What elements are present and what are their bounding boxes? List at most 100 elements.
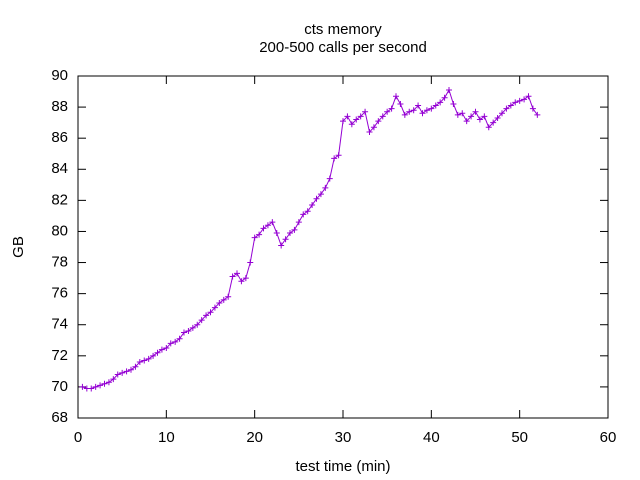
point-marker bbox=[158, 346, 165, 353]
point-marker bbox=[432, 102, 439, 109]
point-marker bbox=[247, 259, 254, 266]
point-marker bbox=[198, 317, 205, 324]
x-tick-label: 30 bbox=[335, 429, 352, 446]
point-marker bbox=[194, 321, 201, 328]
point-marker bbox=[145, 355, 152, 362]
point-marker bbox=[450, 100, 457, 107]
point-marker bbox=[136, 359, 143, 366]
point-marker bbox=[278, 242, 285, 249]
plot-border bbox=[77, 75, 609, 419]
point-marker bbox=[335, 152, 342, 159]
point-marker bbox=[388, 105, 395, 112]
point-marker bbox=[181, 329, 187, 336]
point-marker bbox=[521, 96, 528, 103]
point-marker bbox=[207, 309, 214, 316]
point-marker bbox=[415, 102, 422, 109]
point-marker bbox=[379, 113, 386, 120]
point-marker bbox=[459, 110, 466, 117]
point-marker bbox=[485, 124, 492, 131]
point-marker bbox=[176, 335, 183, 342]
point-marker bbox=[92, 383, 99, 390]
point-marker bbox=[101, 380, 108, 387]
point-marker bbox=[525, 93, 532, 100]
x-tick-label: 50 bbox=[511, 429, 528, 446]
point-marker bbox=[494, 114, 501, 121]
point-marker bbox=[97, 382, 104, 389]
point-marker bbox=[397, 100, 404, 107]
point-marker bbox=[326, 175, 333, 182]
point-marker bbox=[291, 226, 298, 233]
point-marker bbox=[322, 184, 329, 191]
point-marker bbox=[340, 118, 346, 125]
x-tick-label: 20 bbox=[246, 429, 263, 446]
point-marker bbox=[79, 383, 86, 390]
y-tick-label: 68 bbox=[51, 409, 68, 426]
point-marker bbox=[203, 312, 210, 319]
y-tick-label: 84 bbox=[51, 160, 68, 177]
y-tick-label: 72 bbox=[51, 347, 68, 364]
point-marker bbox=[123, 368, 130, 375]
point-marker bbox=[242, 275, 249, 282]
point-marker bbox=[167, 340, 174, 347]
point-marker bbox=[437, 99, 444, 106]
point-marker bbox=[476, 116, 483, 123]
point-marker bbox=[110, 376, 117, 383]
point-marker bbox=[468, 113, 475, 120]
point-marker bbox=[229, 273, 236, 280]
point-marker bbox=[362, 108, 369, 115]
y-axis-label: GB bbox=[10, 236, 27, 258]
point-marker bbox=[238, 278, 245, 285]
point-marker bbox=[516, 97, 523, 104]
point-marker bbox=[419, 110, 426, 117]
point-marker bbox=[132, 363, 139, 370]
point-marker bbox=[410, 107, 417, 114]
point-marker bbox=[357, 113, 364, 120]
point-marker bbox=[344, 113, 351, 120]
point-marker bbox=[216, 299, 223, 306]
point-marker bbox=[529, 105, 536, 112]
point-marker bbox=[370, 124, 377, 131]
point-marker bbox=[220, 296, 227, 303]
data-line bbox=[82, 88, 538, 389]
x-tick-label: 40 bbox=[423, 429, 440, 446]
point-marker bbox=[260, 225, 267, 232]
point-marker bbox=[423, 107, 430, 114]
point-marker bbox=[172, 338, 179, 345]
y-tick-label: 78 bbox=[51, 254, 68, 271]
point-marker bbox=[163, 345, 170, 352]
x-tick-label: 10 bbox=[158, 429, 175, 446]
point-marker bbox=[454, 111, 461, 118]
chart-title: cts memory bbox=[304, 21, 382, 38]
point-marker bbox=[128, 366, 134, 373]
point-marker bbox=[154, 349, 161, 356]
point-marker bbox=[189, 324, 196, 331]
point-marker bbox=[304, 208, 311, 215]
point-marker bbox=[446, 86, 452, 93]
point-marker bbox=[282, 236, 289, 243]
point-marker bbox=[499, 110, 505, 117]
point-marker bbox=[441, 94, 448, 101]
y-tick-label: 70 bbox=[51, 378, 68, 395]
y-tick-label: 90 bbox=[51, 67, 68, 84]
point-marker bbox=[256, 231, 263, 238]
point-marker bbox=[534, 111, 541, 118]
chart-subtitle: 200-500 calls per second bbox=[259, 39, 427, 56]
point-marker bbox=[463, 118, 470, 125]
point-marker bbox=[150, 352, 157, 359]
point-marker bbox=[234, 270, 240, 277]
point-marker bbox=[406, 108, 413, 115]
y-tick-label: 74 bbox=[51, 316, 68, 333]
point-marker bbox=[512, 99, 519, 106]
point-marker bbox=[287, 230, 293, 237]
point-marker bbox=[295, 219, 302, 226]
point-marker bbox=[313, 195, 320, 202]
y-tick-label: 82 bbox=[51, 191, 68, 208]
point-marker bbox=[348, 121, 355, 128]
point-marker bbox=[264, 222, 271, 229]
point-marker bbox=[105, 379, 112, 386]
point-marker bbox=[507, 102, 514, 109]
point-marker bbox=[375, 118, 382, 125]
point-marker bbox=[309, 202, 316, 209]
